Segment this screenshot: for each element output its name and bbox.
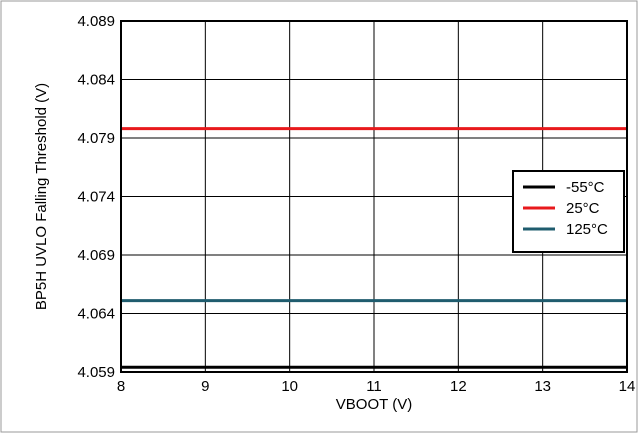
y-tick-label: 4.079 — [77, 130, 115, 147]
y-tick-label: 4.059 — [77, 364, 115, 381]
y-tick-label: 4.084 — [77, 72, 115, 89]
x-tick-label: 11 — [366, 378, 382, 395]
legend-box — [512, 170, 625, 253]
x-tick-label: 8 — [117, 378, 125, 395]
series-lines — [121, 127, 627, 369]
x-axis-title: VBOOT (V) — [336, 396, 412, 413]
legend-label: 25°C — [566, 200, 600, 217]
plot-area-border — [120, 20, 628, 373]
x-tick-label: 12 — [450, 378, 467, 395]
y-tick-label: 4.064 — [77, 306, 115, 323]
legend-label: -55°C — [566, 179, 605, 196]
y-tick-label: 4.074 — [77, 189, 115, 206]
y-tick-label: 4.089 — [77, 13, 115, 30]
x-tick-label: 10 — [281, 378, 298, 395]
legend-label: 125°C — [566, 221, 608, 238]
legend: -55°C 25°C 125°C — [512, 170, 625, 253]
x-tick-label: 9 — [201, 378, 209, 395]
x-tick-label: 14 — [619, 378, 636, 395]
y-axis-title: BP5H UVLO Falling Threshold (V) — [33, 83, 50, 310]
y-tick-labels: 4.059 4.064 4.069 4.074 4.079 4.084 4.089 — [77, 13, 115, 381]
x-tick-labels: 8 9 10 11 12 13 14 — [117, 378, 636, 395]
legend-items: -55°C 25°C 125°C — [523, 179, 608, 238]
x-tick-label: 13 — [534, 378, 551, 395]
y-tick-label: 4.069 — [77, 247, 115, 264]
grid — [121, 21, 627, 372]
